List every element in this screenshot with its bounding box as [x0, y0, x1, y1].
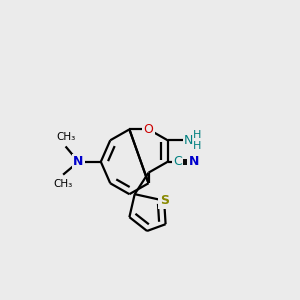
Text: C: C — [173, 155, 182, 168]
Text: N: N — [188, 155, 199, 168]
Text: O: O — [144, 123, 154, 136]
Text: CH₃: CH₃ — [56, 132, 75, 142]
Text: H: H — [193, 130, 201, 140]
Text: H: H — [193, 141, 201, 151]
Text: S: S — [160, 194, 169, 207]
Text: CH₃: CH₃ — [53, 179, 73, 189]
Text: N: N — [184, 134, 194, 147]
Text: N: N — [73, 155, 84, 168]
